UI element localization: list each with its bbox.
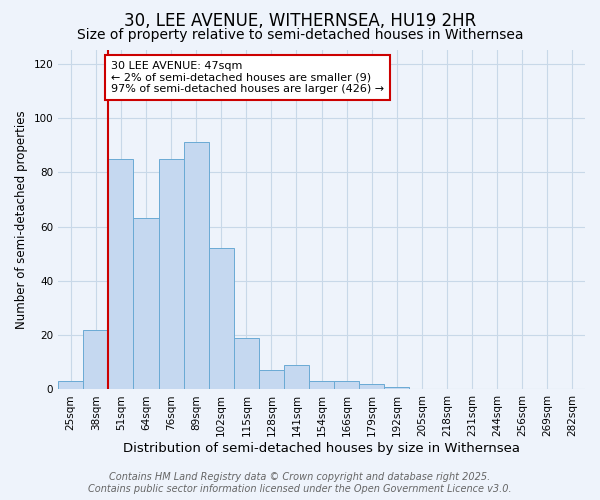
Bar <box>284 365 309 390</box>
Bar <box>234 338 259 390</box>
Bar <box>184 142 209 390</box>
Bar <box>259 370 284 390</box>
Bar <box>109 158 133 390</box>
Bar <box>334 382 359 390</box>
Bar <box>83 330 109 390</box>
X-axis label: Distribution of semi-detached houses by size in Withernsea: Distribution of semi-detached houses by … <box>123 442 520 455</box>
Text: Size of property relative to semi-detached houses in Withernsea: Size of property relative to semi-detach… <box>77 28 523 42</box>
Text: Contains HM Land Registry data © Crown copyright and database right 2025.
Contai: Contains HM Land Registry data © Crown c… <box>88 472 512 494</box>
Y-axis label: Number of semi-detached properties: Number of semi-detached properties <box>15 110 28 329</box>
Bar <box>385 386 409 390</box>
Text: 30, LEE AVENUE, WITHERNSEA, HU19 2HR: 30, LEE AVENUE, WITHERNSEA, HU19 2HR <box>124 12 476 30</box>
Bar <box>58 382 83 390</box>
Bar <box>133 218 158 390</box>
Bar <box>209 248 234 390</box>
Bar <box>309 382 334 390</box>
Text: 30 LEE AVENUE: 47sqm
← 2% of semi-detached houses are smaller (9)
97% of semi-de: 30 LEE AVENUE: 47sqm ← 2% of semi-detach… <box>111 61 384 94</box>
Bar <box>158 158 184 390</box>
Bar <box>359 384 385 390</box>
